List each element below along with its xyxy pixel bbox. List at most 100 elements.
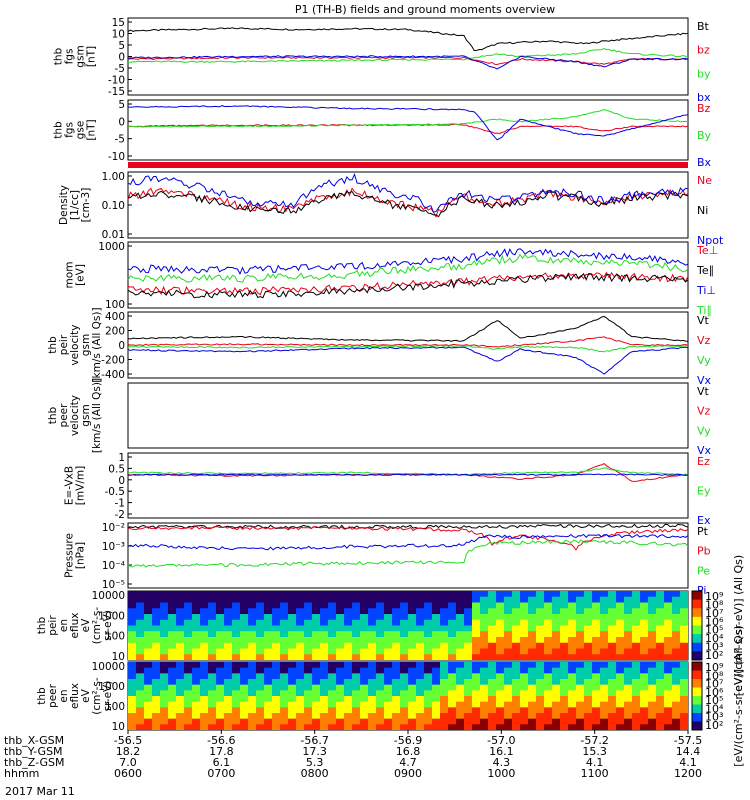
heatmap-cell [616, 625, 624, 632]
heatmap-cell [488, 596, 496, 603]
heatmap-cell [504, 608, 512, 615]
heatmap-cell [160, 667, 168, 674]
heatmap-cell [232, 614, 240, 621]
heatmap-cell [248, 625, 256, 632]
heatmap-cell [480, 648, 488, 655]
heatmap-cell [432, 690, 440, 697]
ylabel-line: [cm-3] [80, 188, 92, 223]
heatmap-cell [416, 713, 424, 720]
heatmap-cell [616, 631, 624, 638]
heatmap-cell [504, 673, 512, 680]
heatmap-cell [248, 701, 256, 708]
heatmap-cell [192, 591, 200, 598]
heatmap-cell [424, 608, 432, 615]
heatmap-cell [128, 662, 136, 669]
heatmap-cell [448, 614, 456, 621]
heatmap-cell [536, 718, 544, 725]
heatmap-cell [584, 662, 592, 669]
ylabel-line: mom [64, 262, 76, 289]
heatmap-cell [616, 602, 624, 609]
heatmap-cell [256, 701, 264, 708]
heatmap-cell [672, 631, 680, 638]
heatmap-cell [488, 642, 496, 649]
heatmap-cell [200, 679, 208, 686]
heatmap-cell [160, 701, 168, 708]
heatmap-cell [576, 662, 584, 669]
ytick-label: -5 [115, 134, 125, 146]
heatmap-cell [624, 602, 632, 609]
heatmap-cell [560, 724, 568, 730]
heatmap-cell [592, 701, 600, 708]
ylabel-line: peer [58, 403, 70, 428]
heatmap-cell [216, 654, 224, 660]
heatmap-cell [384, 602, 392, 609]
heatmap-cell [656, 648, 664, 655]
heatmap-cell [368, 696, 376, 703]
heatmap-cell [480, 596, 488, 603]
heatmap-cell [536, 625, 544, 632]
colorbar-segment [692, 591, 702, 601]
colorbar-segment [692, 642, 702, 652]
heatmap-cell [448, 707, 456, 714]
heatmap-cell [656, 614, 664, 621]
heatmap-cell [128, 654, 136, 660]
heatmap-cell [528, 713, 536, 720]
heatmap-cell [608, 602, 616, 609]
heatmap-cell [304, 696, 312, 703]
heatmap-cell [176, 718, 184, 725]
heatmap-cell [440, 707, 448, 714]
heatmap-cell [456, 631, 464, 638]
heatmap-cell [520, 662, 528, 669]
heatmap-cell [672, 679, 680, 686]
colorbar-tick: 10⁴ [705, 632, 724, 645]
heatmap-cell [184, 662, 192, 669]
heatmap-cell [504, 625, 512, 632]
heatmap-cell [464, 602, 472, 609]
ytick-label: 200 [105, 326, 125, 338]
heatmap-cell [536, 707, 544, 714]
heatmap-cell [512, 673, 520, 680]
series-Bt [127, 27, 689, 52]
heatmap-cell [672, 608, 680, 615]
heatmap-cell [608, 662, 616, 669]
heatmap-cell [400, 648, 408, 655]
heatmap-cell [232, 662, 240, 669]
heatmap-cell [296, 602, 304, 609]
heatmap-cell [648, 654, 656, 660]
heatmap-cell [496, 713, 504, 720]
heatmap-cell [200, 602, 208, 609]
heatmap-cell [456, 662, 464, 669]
heatmap-cell [600, 608, 608, 615]
heatmap-cell [504, 667, 512, 674]
heatmap-cell [352, 713, 360, 720]
heatmap-cell [184, 631, 192, 638]
heatmap-cell [616, 662, 624, 669]
heatmap-cell [144, 637, 152, 644]
heatmap-cell [472, 631, 480, 638]
heatmap-cell [368, 679, 376, 686]
heatmap-cell [624, 648, 632, 655]
heatmap-cell [144, 701, 152, 708]
colorbar-segment [692, 687, 702, 697]
heatmap-cell [656, 713, 664, 720]
heatmap-cell [184, 701, 192, 708]
heatmap-cell [328, 724, 336, 730]
heatmap-cell [568, 602, 576, 609]
heatmap-cell [200, 625, 208, 632]
heatmap-cell [360, 662, 368, 669]
heatmap-cell [376, 684, 384, 691]
xtick-label: 4.3 [493, 756, 511, 769]
heatmap-cell [544, 662, 552, 669]
heatmap-cell [496, 591, 504, 598]
heatmap-cell [504, 602, 512, 609]
heatmap-cell [232, 707, 240, 714]
heatmap-cell [552, 684, 560, 691]
heatmap-cell [160, 654, 168, 660]
heatmap-cell [152, 673, 160, 680]
heatmap-cells [128, 662, 688, 730]
heatmap-cell [208, 591, 216, 598]
heatmap-cell [544, 602, 552, 609]
heatmap-cell [392, 608, 400, 615]
heatmap-cell [304, 642, 312, 649]
heatmap-cell [552, 713, 560, 720]
